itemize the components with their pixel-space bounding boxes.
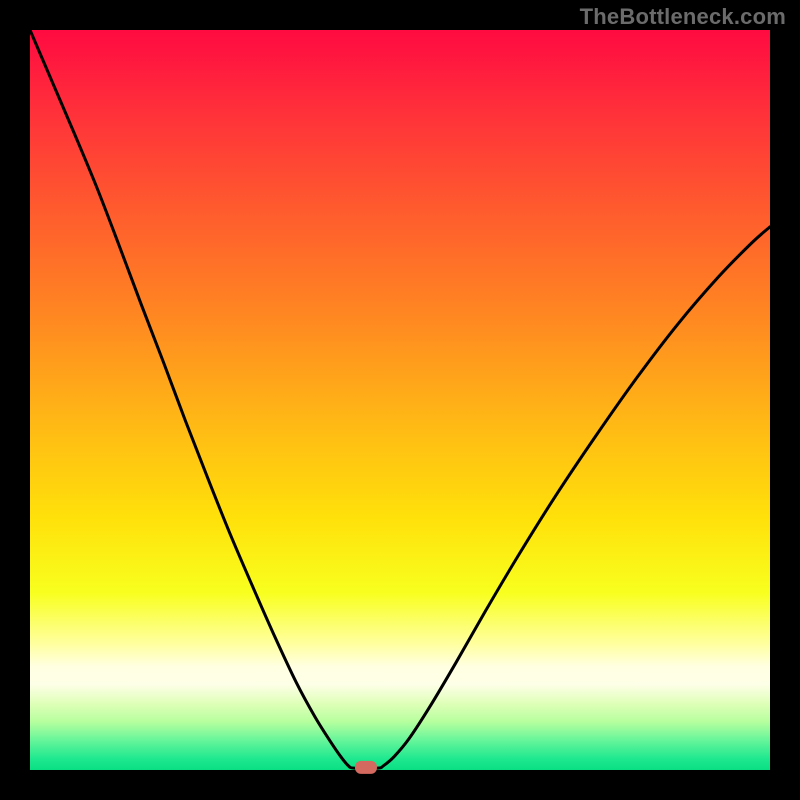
minimum-marker (355, 761, 377, 774)
watermark-text: TheBottleneck.com (580, 4, 786, 30)
chart-canvas: TheBottleneck.com (0, 0, 800, 800)
chart-svg (0, 0, 800, 800)
gradient-background (30, 30, 770, 770)
